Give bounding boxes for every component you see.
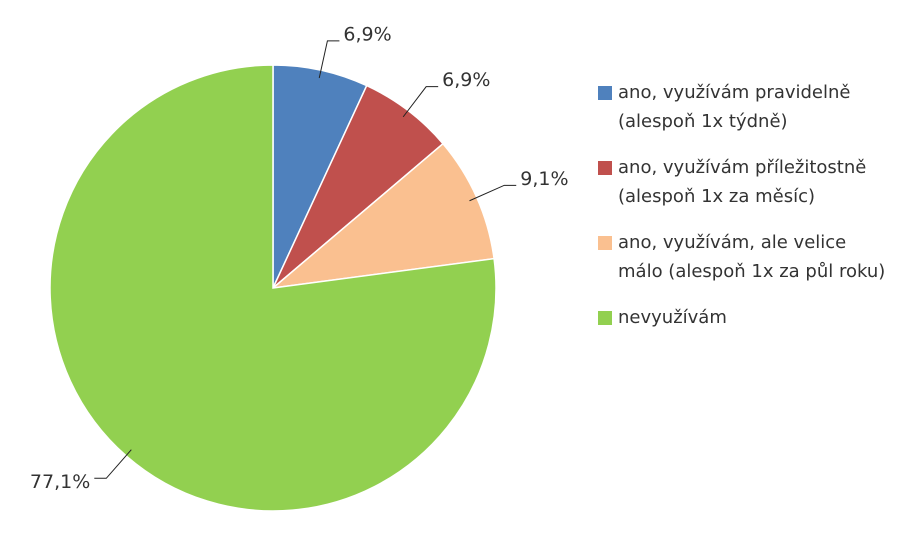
legend-label: ano, využívám příležitostně (alespoň 1x … (618, 157, 867, 207)
leader-line (94, 449, 132, 479)
leader-line (469, 184, 517, 202)
data-label: 9,1% (520, 168, 568, 190)
data-label: 77,1% (30, 471, 90, 493)
legend-label: ano, využívám, ale velice málo (alespoň … (618, 232, 886, 282)
legend-swatch (598, 86, 612, 100)
data-label: 6,9% (343, 23, 391, 45)
legend-swatch (598, 236, 612, 250)
legend-label: ano, využívám pravidelně (alespoň 1x týd… (618, 82, 851, 132)
legend-swatch (598, 311, 612, 325)
legend-item: nevyužívám (598, 303, 888, 332)
data-label: 6,9% (442, 69, 490, 91)
legend-item: ano, využívám, ale velice málo (alespoň … (598, 228, 888, 286)
legend-label: nevyužívám (618, 307, 727, 328)
leader-line (402, 86, 439, 118)
legend: ano, využívám pravidelně (alespoň 1x týd… (598, 78, 888, 332)
legend-item: ano, využívám příležitostně (alespoň 1x … (598, 153, 888, 211)
legend-swatch (598, 161, 612, 175)
legend-item: ano, využívám pravidelně (alespoň 1x týd… (598, 78, 888, 136)
leader-line (318, 40, 340, 79)
